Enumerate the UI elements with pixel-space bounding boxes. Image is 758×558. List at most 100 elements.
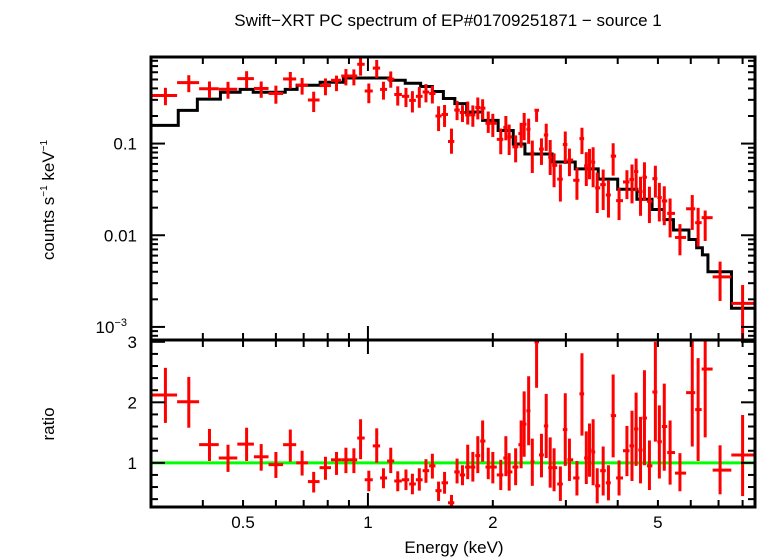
ratio-data-point bbox=[503, 436, 508, 477]
spectrum-data-point bbox=[364, 83, 373, 104]
spectrum-data-point bbox=[657, 182, 662, 222]
spectrum-data-point bbox=[409, 91, 416, 113]
spectrum-data-point bbox=[548, 140, 553, 175]
ratio-data-point bbox=[307, 471, 320, 493]
spectrum-data-point bbox=[638, 176, 643, 216]
ratio-data-point bbox=[401, 469, 410, 491]
ratio-data-point bbox=[475, 436, 481, 474]
ratio-data-point bbox=[642, 370, 647, 466]
spectrum-data-point bbox=[686, 195, 696, 230]
spectrum-data-point bbox=[530, 140, 535, 174]
ratio-data-point bbox=[237, 427, 254, 462]
ratio-data-point bbox=[712, 445, 732, 495]
ratio-data-point bbox=[330, 451, 342, 475]
ratio-data-point bbox=[496, 459, 504, 491]
spectrum-data-point bbox=[634, 158, 639, 192]
spectrum-data-point bbox=[470, 105, 476, 127]
chart-title: Swift−XRT PC spectrum of EP#01709251871 … bbox=[234, 11, 661, 30]
ratio-data-point bbox=[394, 471, 402, 492]
spectrum-data-point bbox=[622, 170, 630, 200]
spectrum-data-point bbox=[490, 113, 497, 137]
spectrum-data-point bbox=[448, 128, 455, 154]
ratio-data-point bbox=[512, 448, 519, 486]
ratio-data-point bbox=[341, 447, 350, 474]
ratio-data-point bbox=[539, 433, 544, 478]
spectrum-data-point bbox=[349, 69, 358, 86]
ratio-data-point bbox=[465, 444, 471, 480]
ratio-data-point bbox=[591, 419, 596, 486]
ratio-data-point bbox=[667, 420, 676, 485]
x-tick-label: 5 bbox=[653, 513, 662, 532]
spectrum-data-point bbox=[151, 87, 178, 106]
ratio-data-point bbox=[579, 353, 585, 436]
spectrum-data-point bbox=[579, 127, 585, 155]
spectrum-data-point bbox=[731, 285, 755, 340]
spectrum-data-point bbox=[616, 187, 623, 221]
ratio-data-point bbox=[441, 471, 449, 494]
x-tick-label: 1 bbox=[363, 513, 372, 532]
ratio-data-point bbox=[409, 473, 416, 495]
ratio-data-point bbox=[548, 437, 553, 488]
ratio-data-point bbox=[372, 428, 381, 463]
ratio-data-point bbox=[629, 410, 635, 481]
ratio-data-point bbox=[454, 458, 460, 484]
spectrum-axis-ticks bbox=[150, 57, 755, 340]
ratio-data-point bbox=[686, 340, 696, 447]
ratio-data-point bbox=[530, 438, 535, 486]
ratio-data-point bbox=[415, 468, 423, 491]
ratio-data-point bbox=[218, 444, 238, 472]
x-tick-labels: 0.5 1 2 5 bbox=[231, 513, 662, 532]
spectrum-data-point bbox=[435, 106, 442, 132]
spectrum-data-point bbox=[307, 91, 320, 113]
spectrum-data-point bbox=[422, 84, 430, 103]
ratio-data-point bbox=[573, 461, 580, 496]
spectrum-data-point bbox=[401, 87, 410, 108]
spectrum-data-point bbox=[341, 69, 350, 86]
spectrum-data-point bbox=[562, 131, 568, 165]
ratio-data-point bbox=[480, 420, 486, 462]
spectrum-data-point bbox=[415, 87, 423, 108]
ratio-data-point bbox=[422, 459, 430, 483]
ratio-data-point bbox=[357, 419, 365, 460]
spectrum-data-point bbox=[543, 123, 549, 151]
ratio-data-point bbox=[646, 440, 653, 491]
ratio-frame bbox=[149, 338, 757, 509]
spectrum-data-point bbox=[652, 165, 658, 198]
spectrum-data-point bbox=[557, 164, 563, 202]
ratio-data-point bbox=[429, 453, 436, 479]
spectrum-data-points bbox=[151, 57, 755, 340]
ratio-data-points bbox=[151, 340, 755, 507]
x-tick-label: 0.5 bbox=[231, 513, 255, 532]
ratio-data-point bbox=[387, 447, 395, 474]
spectrum-data-point bbox=[465, 101, 471, 125]
ratio-data-point bbox=[177, 376, 200, 428]
spectrum-data-point bbox=[237, 71, 254, 89]
spectrum-data-point bbox=[485, 111, 491, 133]
spectrum-data-point bbox=[459, 105, 466, 122]
y-tick-label: 0.1 bbox=[113, 135, 137, 154]
ratio-data-point bbox=[435, 481, 442, 501]
spectrum-data-point bbox=[587, 148, 592, 180]
spectrum-data-point bbox=[387, 71, 395, 88]
spectrum-data-point bbox=[567, 148, 574, 177]
spectrum-data-point bbox=[372, 59, 381, 78]
ratio-data-point bbox=[507, 453, 513, 491]
ratio-data-point bbox=[543, 393, 549, 458]
spectrum-data-point bbox=[475, 97, 481, 120]
spectrum-data-point bbox=[539, 138, 544, 165]
spectrum-data-point bbox=[661, 186, 668, 226]
spectrum-data-point bbox=[330, 75, 342, 92]
spectrum-data-point bbox=[600, 169, 606, 210]
ratio-data-point bbox=[695, 358, 702, 462]
ratio-y-axis-label: ratio bbox=[39, 407, 58, 440]
spectrum-data-point bbox=[319, 78, 331, 96]
spectrum-data-point bbox=[522, 112, 527, 141]
spectrum-data-point bbox=[380, 81, 388, 100]
spectrum-data-point bbox=[712, 261, 732, 301]
spectrum-y-tick-labels: 0.1 0.01 10−3 bbox=[96, 135, 137, 337]
y-tick-label: 0.01 bbox=[104, 226, 137, 245]
spectrum-data-point bbox=[441, 105, 449, 127]
ratio-data-point bbox=[610, 374, 617, 458]
y-tick-label: 1 bbox=[128, 454, 137, 473]
